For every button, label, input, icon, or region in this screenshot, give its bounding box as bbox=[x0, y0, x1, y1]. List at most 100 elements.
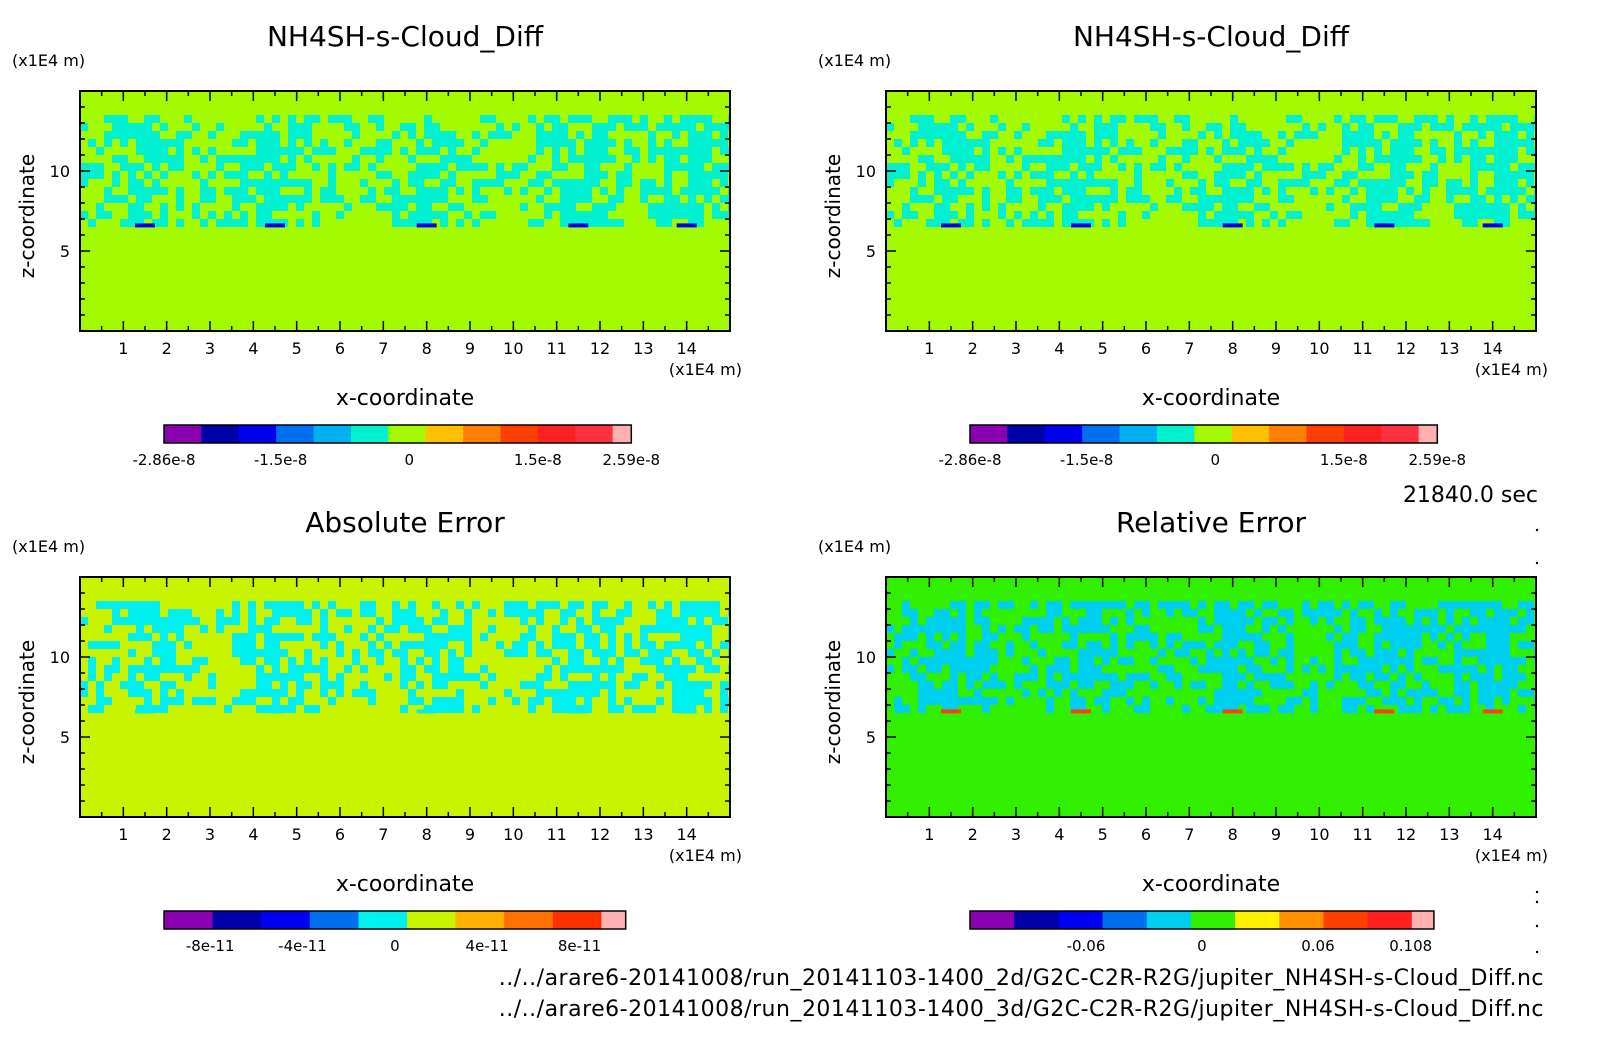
colorbar-tick-label: -0.06 bbox=[1067, 937, 1106, 955]
local-minimum-streak bbox=[416, 223, 437, 228]
colorbar-tick-label: 1.5e-8 bbox=[1320, 451, 1368, 469]
colorbar-segment bbox=[1102, 911, 1148, 929]
local-minimum-streak bbox=[568, 223, 589, 228]
x-tick-label: 10 bbox=[1309, 825, 1329, 844]
colorbar-segment bbox=[309, 911, 359, 929]
local-minimum-streak bbox=[1374, 223, 1395, 228]
x-tick-label: 3 bbox=[1011, 339, 1021, 358]
colorbar-segment bbox=[276, 425, 315, 443]
colorbar-frame bbox=[969, 910, 1435, 930]
y-axis-unit: (x1E4 m) bbox=[818, 51, 891, 70]
x-tick-label: 10 bbox=[503, 339, 523, 358]
x-tick-label: 1 bbox=[924, 825, 934, 844]
colorbar-segment bbox=[970, 911, 1015, 929]
colorbar-tick-label: -2.86e-8 bbox=[133, 451, 196, 469]
x-tick-label: 4 bbox=[248, 825, 258, 844]
colorbar-segment bbox=[1381, 425, 1420, 443]
x-tick-label: 8 bbox=[422, 339, 432, 358]
colorbar-tick-label: -4e-11 bbox=[278, 937, 327, 955]
x-tick-label: 14 bbox=[1482, 825, 1502, 844]
x-tick-label: 4 bbox=[1054, 825, 1064, 844]
local-minimum-streak bbox=[135, 223, 155, 228]
y-tick-label: 5 bbox=[60, 728, 70, 747]
cloud-pattern bbox=[886, 115, 1536, 228]
local-minimum-streak bbox=[941, 709, 961, 714]
x-axis-label: x-coordinate bbox=[336, 386, 474, 411]
chart-panel-2: NH4SH-s-Cloud_Diff(x1E4 m)1 2 3 4 5 6 7 8 9 10 11 1… bbox=[818, 20, 1548, 469]
colorbar-segment bbox=[388, 425, 427, 443]
colorbar-segment bbox=[201, 425, 240, 443]
time-label: 21840.0 sec bbox=[1403, 483, 1538, 508]
colorbar-segment bbox=[504, 911, 554, 929]
x-tick-label: 1 bbox=[924, 339, 934, 358]
x-tick-label: 13 bbox=[633, 339, 653, 358]
local-minimum-streak bbox=[1482, 223, 1503, 228]
x-tick-label: 12 bbox=[1396, 339, 1416, 358]
colorbar-segment bbox=[313, 425, 352, 443]
colorbar-segment bbox=[1014, 911, 1059, 929]
x-tick-label: 7 bbox=[1184, 825, 1194, 844]
x-tick-label: 5 bbox=[292, 339, 302, 358]
colorbar-segment bbox=[1418, 425, 1438, 443]
y-tick-label: 10 bbox=[856, 162, 876, 181]
colorbar-segment bbox=[1323, 911, 1369, 929]
local-minimum-streak bbox=[568, 709, 589, 714]
x-axis-unit: (x1E4 m) bbox=[669, 846, 742, 865]
colorbar-segment bbox=[1235, 911, 1280, 929]
marker-dot bbox=[1535, 528, 1539, 532]
colorbar-tick-label: 1.5e-8 bbox=[514, 451, 562, 469]
y-axis-label: z-coordinate bbox=[821, 154, 845, 278]
colorbar-segment bbox=[463, 425, 501, 443]
x-tick-label: 2 bbox=[162, 339, 172, 358]
colorbar-segment bbox=[261, 911, 311, 929]
colorbar: -0.06 0 0.06 0.108 bbox=[969, 910, 1435, 955]
marker-dot bbox=[1535, 950, 1539, 954]
x-tick-label: 14 bbox=[1482, 339, 1502, 358]
x-tick-label: 3 bbox=[205, 825, 215, 844]
local-minimum-streak bbox=[676, 709, 697, 714]
colorbar-segment bbox=[1231, 425, 1270, 443]
x-tick-label: 9 bbox=[1271, 825, 1281, 844]
colorbar-segment bbox=[1119, 425, 1158, 443]
cloud-pattern bbox=[80, 601, 730, 714]
chart-panel-1: NH4SH-s-Cloud_Diff(x1E4 m)1 2 3 4 5 6 7 8 9 10 11 1… bbox=[12, 20, 742, 469]
y-axis-unit: (x1E4 m) bbox=[12, 51, 85, 70]
colorbar-segment bbox=[612, 425, 632, 443]
x-tick-label: 3 bbox=[1011, 825, 1021, 844]
colorbar-segment bbox=[212, 911, 262, 929]
x-tick-label: 13 bbox=[1439, 339, 1459, 358]
colorbar-tick-label: 4e-11 bbox=[466, 937, 509, 955]
x-tick-label: 12 bbox=[590, 339, 610, 358]
colorbar-segment bbox=[575, 425, 614, 443]
colorbar-segment bbox=[1279, 911, 1324, 929]
x-tick-label: 6 bbox=[335, 825, 345, 844]
colorbar-tick-label: 2.59e-8 bbox=[1409, 451, 1467, 469]
chart-title: NH4SH-s-Cloud_Diff bbox=[1073, 20, 1350, 53]
colorbar-tick-label: -1.5e-8 bbox=[1060, 451, 1113, 469]
colorbar-segment bbox=[425, 425, 464, 443]
colorbar-segment bbox=[1007, 425, 1046, 443]
x-tick-label: 13 bbox=[633, 825, 653, 844]
colorbar: -2.86e-8 -1.5e-8 0 1.5e-8 2.59e-8 bbox=[133, 424, 661, 469]
colorbar-segment bbox=[1343, 425, 1382, 443]
colorbar-tick-label: -2.86e-8 bbox=[939, 451, 1002, 469]
local-minimum-streak bbox=[265, 709, 285, 714]
colorbar-tick-label: 2.59e-8 bbox=[603, 451, 661, 469]
colorbar-frame bbox=[163, 910, 627, 930]
x-tick-label: 1 bbox=[118, 825, 128, 844]
x-tick-label: 9 bbox=[465, 339, 475, 358]
y-axis-label: z-coordinate bbox=[821, 640, 845, 764]
x-tick-label: 5 bbox=[1098, 825, 1108, 844]
local-minimum-streak bbox=[416, 709, 437, 714]
local-minimum-streak bbox=[941, 223, 961, 228]
local-minimum-streak bbox=[1482, 709, 1503, 714]
x-tick-label: 10 bbox=[503, 825, 523, 844]
colorbar-segment bbox=[1269, 425, 1307, 443]
x-tick-label: 7 bbox=[378, 339, 388, 358]
x-tick-label: 12 bbox=[1396, 825, 1416, 844]
chart-panel-3: Absolute Error(x1E4 m)1 2 3 4 5 6 7 8 9 10 11 12 13 1… bbox=[12, 506, 742, 955]
colorbar-tick-label: -1.5e-8 bbox=[254, 451, 307, 469]
y-tick-label: 5 bbox=[866, 728, 876, 747]
colorbar-segment bbox=[500, 425, 539, 443]
x-tick-label: 10 bbox=[1309, 339, 1329, 358]
